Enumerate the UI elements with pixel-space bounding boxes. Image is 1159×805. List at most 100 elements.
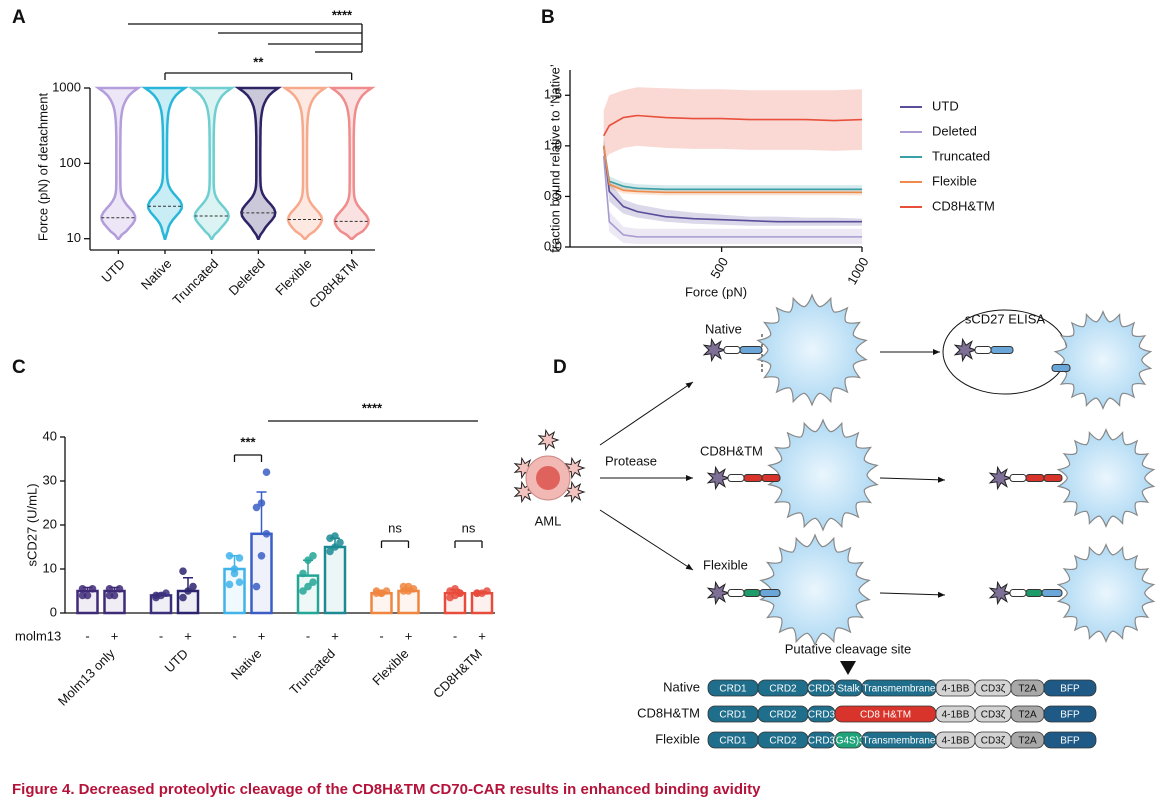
violin — [141, 86, 189, 240]
x-tick-label: Molm13 only — [55, 646, 118, 709]
domain — [1043, 705, 1097, 723]
series-tick-label: + — [258, 628, 266, 643]
target-cell — [1056, 427, 1156, 529]
construct-label: Flexible — [655, 731, 700, 746]
domain-label: CD8 H&TM — [860, 710, 911, 721]
violin — [187, 86, 236, 240]
domain — [1043, 679, 1097, 697]
data-point — [179, 567, 187, 575]
y-axis-label: Force (pN) of detachment — [35, 93, 50, 242]
data-point — [299, 569, 307, 578]
car-segment — [743, 589, 761, 597]
car-segment — [727, 474, 745, 482]
row-label: CD8H&TM — [700, 443, 763, 458]
error-band — [603, 140, 862, 194]
diagram: Native sCD27 ELISA Protease CD8H&TM AML … — [513, 293, 1156, 749]
data-point — [483, 587, 491, 595]
data-point — [110, 591, 119, 600]
x-tick-label: CD8H&TM — [306, 256, 361, 311]
cleavage-label: Putative cleavage site — [785, 641, 911, 656]
data-point — [189, 582, 197, 591]
series-tick-label: - — [379, 628, 383, 643]
data-point — [326, 547, 334, 556]
y-tick-label: 40 — [43, 428, 57, 443]
data-point — [336, 538, 344, 547]
legend-label: Truncated — [932, 148, 990, 163]
target-cell — [767, 418, 879, 532]
significance: ** — [253, 54, 264, 69]
car-segment — [1025, 474, 1045, 482]
data-point — [152, 591, 160, 600]
cleavage-arrow — [840, 661, 856, 675]
domain-label: CRD1 — [719, 736, 747, 747]
data-point — [252, 503, 261, 512]
data-point — [262, 468, 271, 477]
receptor — [988, 580, 1013, 606]
data-point — [257, 499, 266, 507]
data-point — [88, 585, 97, 593]
x-tick-label: Flexible — [272, 256, 314, 298]
line — [602, 145, 862, 223]
aml-label: AML — [535, 513, 562, 528]
x-tick-label: Deleted — [226, 256, 268, 298]
domain-label: CRD2 — [769, 684, 797, 695]
bar — [323, 545, 347, 615]
domain-label: CD3ζ — [981, 736, 1006, 747]
y-tick-label: 0.5 — [544, 188, 562, 203]
receptor — [953, 337, 978, 363]
y-tick-label: 1.5 — [544, 87, 562, 102]
receptor — [563, 480, 586, 504]
domain — [1043, 731, 1097, 749]
receptor — [537, 428, 560, 452]
caption: Figure 4. Decreased proteolytic cleavage… — [12, 781, 761, 798]
y-tick-label: 0.0 — [544, 238, 562, 253]
domain-label: CRD3 — [808, 710, 836, 721]
x-tick-label: Native — [138, 256, 175, 293]
domain-label: CRD2 — [769, 710, 797, 721]
data-point — [331, 532, 339, 540]
domain-label: BFP — [1060, 736, 1080, 747]
data-point — [115, 585, 124, 593]
data-point — [225, 552, 234, 560]
target-cell — [1053, 309, 1153, 411]
car-segment — [1025, 589, 1043, 597]
arrow — [599, 509, 694, 571]
data-point — [78, 585, 87, 593]
domain-label: CRD1 — [719, 710, 747, 721]
arrow — [879, 591, 946, 598]
y-tick-label: 1000 — [52, 79, 81, 94]
x-tick-label: UTD — [162, 646, 191, 675]
line — [602, 114, 863, 137]
target-cell — [1056, 542, 1156, 644]
data-point — [262, 530, 271, 538]
line — [602, 145, 862, 194]
car-segment — [759, 589, 781, 597]
data-point — [162, 589, 170, 597]
y-tick-label: 100 — [59, 155, 81, 170]
domain-label: CRD1 — [719, 684, 747, 695]
domain-label: (G4S)3 — [832, 736, 865, 747]
y-tick-label: 20 — [43, 516, 57, 531]
x-tick-label: Truncated — [286, 646, 338, 698]
panel-label: B — [541, 7, 555, 28]
violin — [281, 86, 329, 240]
construct-label: CD8H&TM — [637, 705, 700, 720]
data-point — [105, 585, 114, 593]
car-segment — [974, 346, 992, 354]
x-tick-label: CD8H&TM — [430, 646, 485, 701]
data-point — [184, 587, 192, 595]
receptor — [563, 456, 586, 480]
violin — [94, 86, 143, 240]
domain-label: T2A — [1018, 736, 1037, 747]
panel-label: C — [12, 357, 26, 378]
significance: **** — [362, 400, 383, 415]
data-point — [456, 589, 464, 597]
x-tick-label: 500 — [707, 255, 731, 281]
y-tick-label: 30 — [43, 472, 57, 487]
data-point — [179, 593, 187, 602]
data-point — [304, 582, 312, 591]
data-point — [225, 580, 234, 589]
legend-label: CD8H&TM — [932, 198, 995, 213]
x-tick-label: UTD — [98, 256, 127, 285]
arrow — [879, 476, 946, 483]
